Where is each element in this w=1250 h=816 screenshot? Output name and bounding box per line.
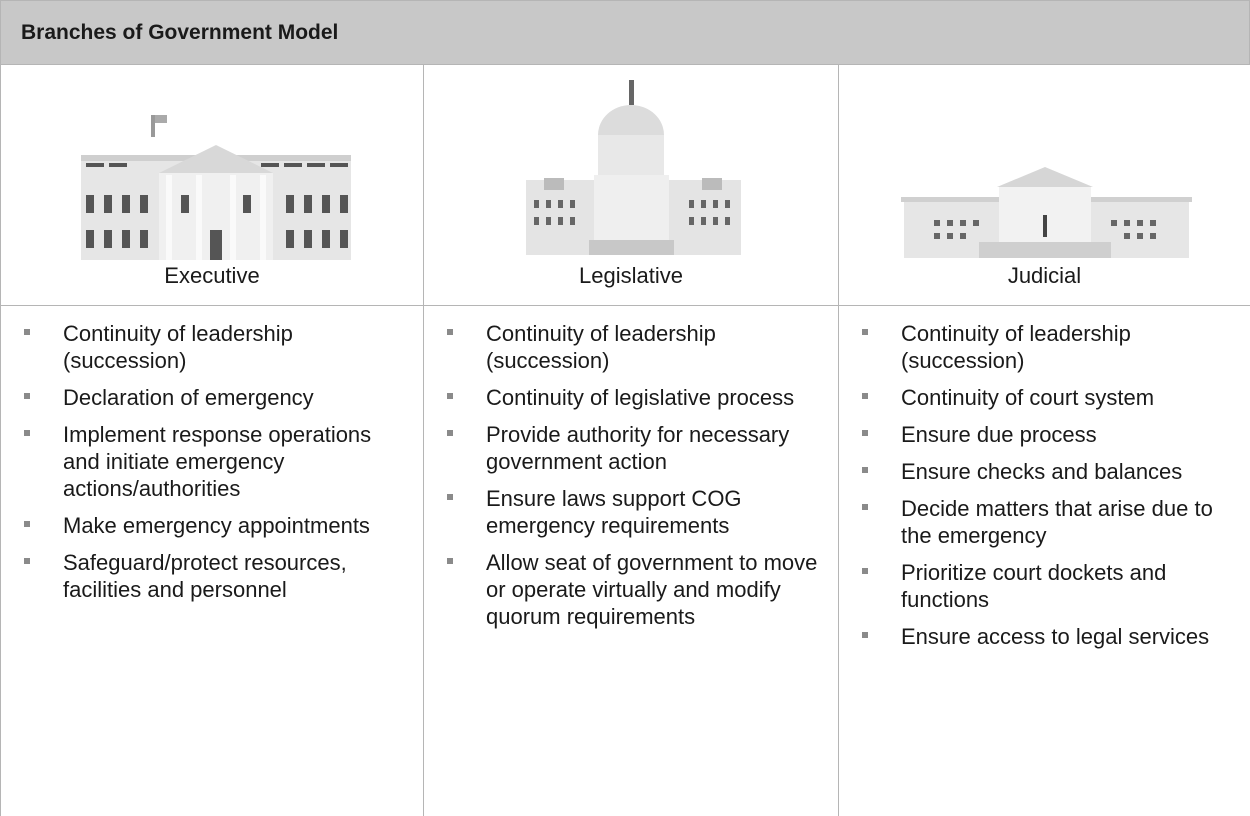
capitol-illustration xyxy=(526,80,741,255)
list-item: Ensure checks and balances xyxy=(862,458,1240,485)
list-item: Continuity of leadership (succession) xyxy=(447,320,828,374)
image-cell: Judicial xyxy=(839,65,1250,306)
column: Executive Continuity of leadership (succ… xyxy=(0,65,423,816)
list-item: Prioritize court dockets and functions xyxy=(862,559,1240,613)
list-item: Decide matters that arise due to the eme… xyxy=(862,495,1240,549)
list-item: Continuity of legislative process xyxy=(447,384,828,411)
column-label: Legislative xyxy=(579,263,683,288)
list-item: Implement response operations and initia… xyxy=(24,421,413,502)
list-item: Provide authority for necessary governme… xyxy=(447,421,828,475)
column-label: Judicial xyxy=(1007,263,1082,288)
item-list: Continuity of leadership (succession) Con… xyxy=(424,320,838,640)
column: Legislative Continuity of leadership (su… xyxy=(423,65,838,816)
list-item: Continuity of leadership (succession) xyxy=(24,320,413,374)
list-item: Declaration of emergency xyxy=(24,384,413,411)
list-item: Ensure access to legal services xyxy=(862,623,1240,650)
header: Branches of Government Model xyxy=(0,0,1250,65)
list-item: Ensure laws support COG emergency requir… xyxy=(447,485,828,539)
list-item: Make emergency appointments xyxy=(24,512,413,539)
supreme-court-illustration xyxy=(901,167,1192,258)
item-list: Continuity of leadership (succession) Dec… xyxy=(1,320,423,613)
item-list: Continuity of leadership (succession) Con… xyxy=(839,320,1250,660)
image-cell: Legislative xyxy=(424,65,838,306)
list-item: Ensure due process xyxy=(862,421,1240,448)
column: Judicial Continuity of leadership (succe… xyxy=(838,65,1250,816)
white-house-illustration xyxy=(81,115,351,260)
column-label: Executive xyxy=(164,263,260,288)
header-title: Branches of Government Model xyxy=(21,21,339,44)
list-item: Continuity of court system xyxy=(862,384,1240,411)
list-item: Safeguard/protect resources, facilities … xyxy=(24,549,413,603)
image-cell: Executive xyxy=(1,65,423,306)
list-item: Allow seat of government to move or oper… xyxy=(447,549,828,630)
list-item: Continuity of leadership (succession) xyxy=(862,320,1240,374)
